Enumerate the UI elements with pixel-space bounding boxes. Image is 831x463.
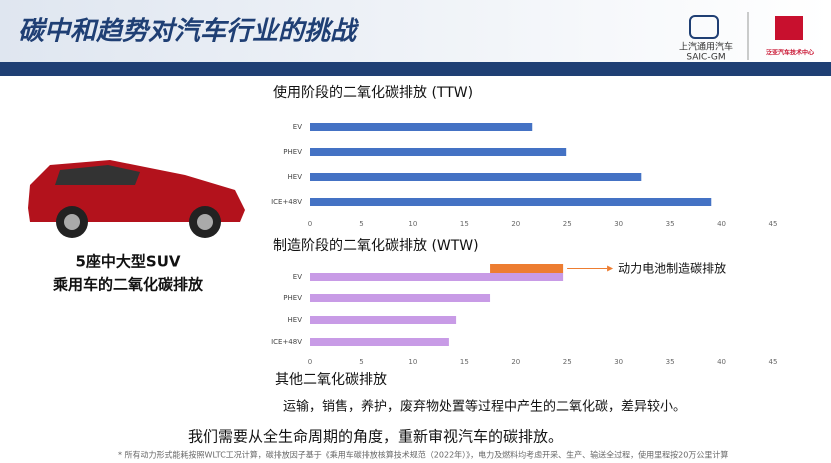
x-tick-label: 10	[408, 358, 417, 366]
x-tick-label: 35	[666, 358, 675, 366]
x-tick-label: 35	[666, 220, 675, 228]
x-tick-label: 20	[511, 358, 520, 366]
x-tick-label: 30	[614, 358, 623, 366]
y-tick-label: ICE+48V	[271, 198, 302, 206]
header-stripe	[0, 62, 831, 76]
bar	[310, 273, 564, 281]
y-tick-label: HEV	[288, 316, 303, 324]
y-tick-label: PHEV	[283, 294, 302, 302]
left-label: 5座中大型SUV	[75, 253, 180, 271]
y-tick-label: ICE+48V	[271, 338, 302, 346]
page-title: 碳中和趋势对汽车行业的挑战	[18, 17, 359, 47]
body-text: 运输，销售，养护，废弃物处置等过程中产生的二氧化碳，差异较小。	[283, 399, 686, 415]
chart-title: 使用阶段的二氧化碳排放 (TTW)	[273, 84, 473, 101]
x-tick-label: 5	[359, 220, 363, 228]
bar	[310, 294, 491, 302]
bar	[310, 338, 449, 346]
y-tick-label: EV	[293, 273, 302, 281]
x-tick-label: 45	[769, 358, 778, 366]
arrow-head	[607, 265, 614, 272]
bar	[310, 173, 642, 181]
logo-text: 上汽通用汽车	[679, 41, 733, 53]
bar	[310, 148, 567, 156]
x-tick-label: 0	[308, 220, 312, 228]
bar	[310, 316, 457, 324]
section-title: 其他二氧化碳排放	[275, 372, 387, 388]
logo-icon	[775, 16, 803, 40]
left-label: 乘用车的二氧化碳排放	[52, 276, 204, 294]
x-tick-label: 45	[769, 220, 778, 228]
y-tick-label: HEV	[288, 173, 303, 181]
conclusion: 我们需要从全生命周期的角度，重新审视汽车的碳排放。	[188, 428, 563, 446]
x-tick-label: 25	[563, 358, 572, 366]
x-tick-label: 40	[717, 220, 726, 228]
header-band	[0, 0, 831, 62]
chart-title: 制造阶段的二氧化碳排放 (WTW)	[273, 238, 479, 254]
x-tick-label: 40	[717, 358, 726, 366]
x-tick-label: 10	[408, 220, 417, 228]
logo-text: SAIC-GM	[686, 53, 725, 63]
x-tick-label: 25	[563, 220, 572, 228]
x-tick-label: 15	[460, 358, 469, 366]
bar	[310, 123, 533, 131]
x-tick-label: 15	[460, 220, 469, 228]
x-tick-label: 30	[614, 220, 623, 228]
x-tick-label: 0	[308, 358, 312, 366]
footnote: * 所有动力形式能耗按照WLTC工况计算，碳排放因子基于《乘用车碳排放核算技术规…	[118, 450, 728, 460]
y-tick-label: EV	[293, 123, 302, 131]
car-illustration	[28, 160, 245, 238]
logo-text: 泛亚汽车技术中心	[766, 49, 814, 57]
x-tick-label: 5	[359, 358, 363, 366]
highlight-bar	[490, 264, 564, 273]
bar	[310, 198, 712, 206]
x-tick-label: 20	[511, 220, 520, 228]
y-tick-label: PHEV	[283, 148, 302, 156]
logo-icon	[689, 15, 719, 39]
annotation: 动力电池制造碳排放	[618, 261, 726, 276]
